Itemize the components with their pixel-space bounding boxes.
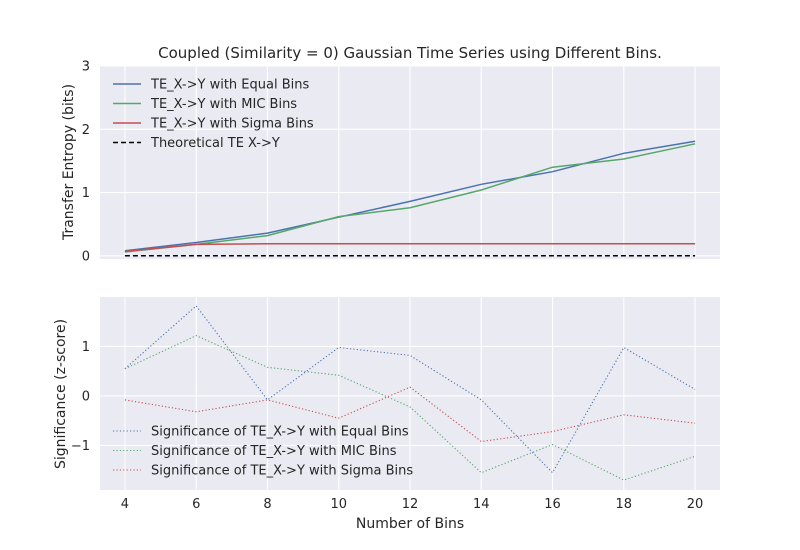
y-tick-label: −1 bbox=[71, 439, 90, 454]
x-tick-label: 10 bbox=[330, 497, 347, 512]
x-tick-label: 18 bbox=[616, 497, 633, 512]
legend-label: Significance of TE_X->Y with MIC Bins bbox=[151, 444, 397, 459]
series-line bbox=[124, 334, 696, 481]
y-tick-label: 0 bbox=[82, 249, 90, 264]
x-tick-label: 14 bbox=[473, 497, 490, 512]
top-panel: 0 1 2 3 TE_X->Y with Equal Bins TE_X->Y with … bbox=[82, 60, 720, 264]
series-line bbox=[124, 140, 696, 252]
x-tick-label: 16 bbox=[544, 497, 561, 512]
y-tick-label: 3 bbox=[82, 60, 90, 75]
y-tick-label: 2 bbox=[82, 123, 90, 138]
legend-label: Theoretical TE X->Y bbox=[150, 136, 280, 151]
y-axis-label-bottom: Significance (z-score) bbox=[53, 319, 69, 469]
legend-label: TE_X->Y with MIC Bins bbox=[150, 97, 297, 112]
series-line bbox=[124, 143, 696, 253]
x-axis-label: Number of Bins bbox=[356, 516, 464, 532]
x-tick-label: 4 bbox=[121, 497, 129, 512]
chart-title: Coupled (Similarity = 0) Gaussian Time S… bbox=[158, 44, 662, 62]
legend-label: TE_X->Y with Equal Bins bbox=[150, 78, 309, 93]
y-tick-label: 0 bbox=[82, 389, 90, 404]
y-axis-label-top: Transfer Entropy (bits) bbox=[61, 84, 77, 241]
x-tick-label: 8 bbox=[263, 497, 271, 512]
x-tick-label: 20 bbox=[687, 497, 704, 512]
legend-label: Significance of TE_X->Y with Equal Bins bbox=[151, 425, 409, 440]
y-tick-label: 1 bbox=[82, 186, 90, 201]
x-tick-label: 12 bbox=[402, 497, 419, 512]
legend-label: Significance of TE_X->Y with Sigma Bins bbox=[151, 464, 413, 479]
series-line bbox=[124, 243, 696, 253]
y-tick-label: 1 bbox=[82, 340, 90, 355]
x-tick-label: 6 bbox=[192, 497, 200, 512]
legend-label: TE_X->Y with Sigma Bins bbox=[150, 117, 314, 132]
series-line bbox=[124, 386, 696, 443]
